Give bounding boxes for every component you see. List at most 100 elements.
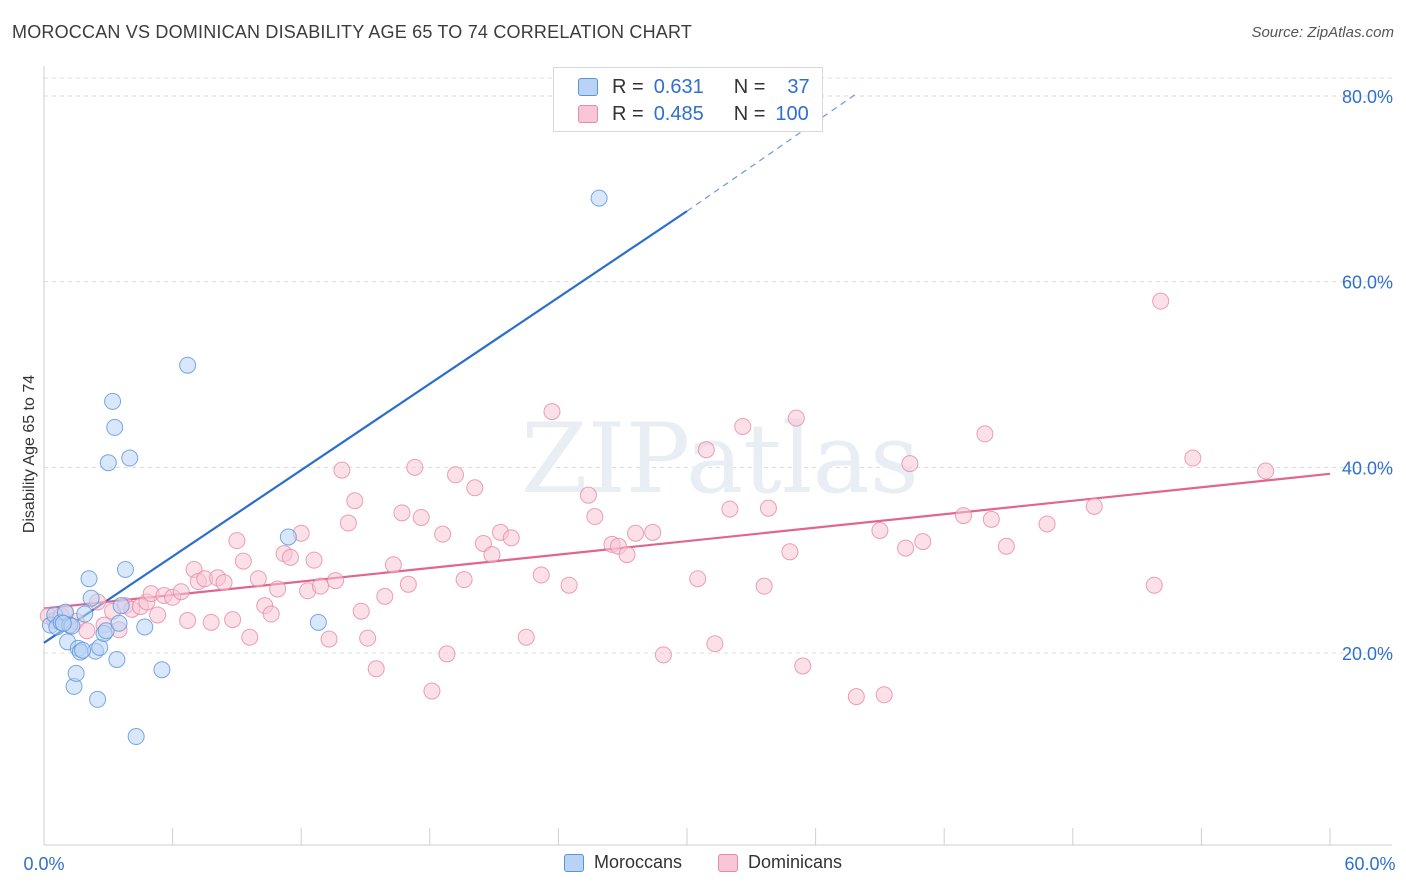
dominican-point (875, 686, 893, 704)
n-value: 100 (775, 102, 809, 125)
dominican-point (149, 606, 167, 624)
r-value: 0.485 (653, 102, 704, 125)
dominican-point (543, 403, 561, 421)
tick-labels: 20.0% 40.0% 60.0% 80.0% 0.0% 60.0% (23, 87, 1395, 874)
correlation-legend: R = 0.631 N = 37 R = 0.485 N = 100 (553, 67, 823, 132)
dominican-point (1152, 292, 1170, 310)
moroccan-point (54, 614, 72, 632)
dominican-point (333, 461, 351, 479)
dominican-point (376, 587, 394, 605)
x-tick-label: 60.0% (1344, 854, 1395, 874)
moroccan-point (89, 690, 107, 708)
dominican-point (412, 508, 430, 526)
dominican-point (346, 492, 364, 510)
legend-item-moroccans: Moroccans (563, 852, 682, 873)
dominican-point (532, 566, 550, 584)
dominican-point (434, 525, 452, 543)
x-tick-label: 0.0% (23, 854, 64, 874)
dominican-point (517, 628, 535, 646)
dominicans-swatch (578, 105, 598, 123)
n-value: 37 (787, 75, 810, 98)
dominican-point (914, 533, 932, 551)
moroccan-point (279, 528, 297, 546)
dominican-point (172, 583, 190, 601)
dominican-point (755, 577, 773, 595)
moroccans-trend-line (43, 210, 688, 644)
series-legend: Moroccans Dominicans (0, 852, 1406, 873)
dominican-point (483, 546, 501, 564)
n-label: N = (733, 75, 766, 98)
r-label: R = (612, 75, 644, 98)
dominican-point (224, 611, 242, 629)
moroccan-point (179, 356, 197, 374)
moroccan-point (121, 449, 139, 467)
dominican-point (262, 605, 280, 623)
dominican-point (706, 635, 724, 653)
dominican-point (689, 570, 707, 588)
dominican-point (352, 602, 370, 620)
y-axis-label: Disability Age 65 to 74 (21, 374, 38, 534)
dominican-point (241, 628, 259, 646)
dominican-point (423, 682, 441, 700)
y-tick-label: 40.0% (1342, 458, 1393, 478)
moroccan-point (67, 664, 85, 682)
dominican-point (871, 521, 889, 539)
moroccan-point (76, 605, 94, 623)
dominican-point (997, 537, 1015, 555)
moroccan-point (110, 614, 128, 632)
dominican-point (697, 441, 715, 459)
dominican-point (406, 458, 424, 476)
legend-row-moroccans: R = 0.631 N = 37 (578, 75, 810, 99)
dominican-point (269, 580, 287, 598)
legend-label-dominicans: Dominicans (747, 852, 843, 872)
dominican-point (976, 425, 994, 443)
dominican-point (787, 409, 805, 427)
moroccan-point (106, 418, 124, 436)
dominican-point (579, 486, 597, 504)
dominican-point (339, 514, 357, 532)
dominican-point (644, 523, 662, 541)
dominican-point (384, 556, 402, 574)
dominican-point (502, 529, 520, 547)
dominican-point (1145, 576, 1163, 594)
dominican-point (281, 548, 299, 566)
moroccan-point (590, 189, 608, 207)
dominican-point (311, 577, 329, 595)
dominican-point (249, 570, 267, 588)
dominican-point (954, 507, 972, 525)
legend-row-dominicans: R = 0.485 N = 100 (578, 102, 809, 126)
dominican-point (359, 629, 377, 647)
y-tick-label: 20.0% (1342, 644, 1393, 664)
dominican-point (455, 571, 473, 589)
dominican-point (228, 532, 246, 550)
dominican-point (586, 508, 604, 526)
r-value: 0.631 (653, 75, 704, 98)
dominican-point (393, 504, 411, 522)
dominican-point (1085, 497, 1103, 515)
dominican-point (447, 466, 465, 484)
dominican-point (560, 576, 578, 594)
dominican-point (367, 660, 385, 678)
moroccan-point (74, 641, 92, 659)
moroccan-point (153, 661, 171, 679)
dominican-point (320, 630, 338, 648)
dominican-point (721, 500, 739, 518)
dominican-point (897, 539, 915, 557)
dominican-point (618, 546, 636, 564)
moroccans-swatch (563, 853, 584, 872)
moroccan-point (309, 613, 327, 631)
dominican-point (438, 645, 456, 663)
dominican-point (781, 543, 799, 561)
legend-label-moroccans: Moroccans (593, 852, 682, 872)
dominican-point (759, 499, 777, 517)
moroccan-point (104, 392, 122, 410)
moroccan-point (80, 570, 98, 588)
dominican-point (78, 622, 96, 640)
dominican-point (399, 575, 417, 593)
dominican-point (1038, 515, 1056, 533)
dominicans-swatch (717, 853, 738, 872)
moroccan-point (127, 728, 145, 746)
axes (43, 66, 1392, 846)
legend-item-dominicans: Dominicans (717, 852, 843, 873)
